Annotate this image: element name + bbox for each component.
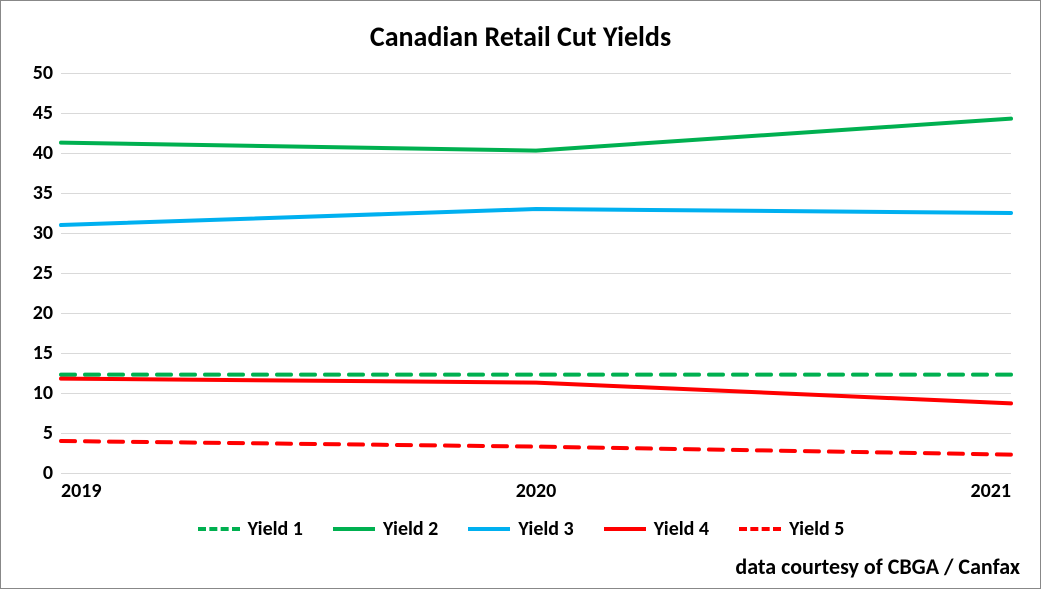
x-tick-label: 2020 bbox=[516, 473, 557, 503]
legend-item: Yield 5 bbox=[739, 517, 844, 541]
y-tick-label: 40 bbox=[33, 141, 61, 165]
legend-swatch bbox=[468, 527, 510, 531]
y-tick-label: 30 bbox=[33, 221, 61, 245]
legend-swatch bbox=[198, 527, 240, 531]
series-line bbox=[61, 441, 1011, 455]
legend-swatch bbox=[333, 527, 375, 531]
y-tick-label: 50 bbox=[33, 61, 61, 85]
legend-label: Yield 4 bbox=[654, 517, 709, 541]
series-line bbox=[61, 379, 1011, 404]
y-tick-label: 5 bbox=[43, 421, 61, 445]
series-line bbox=[61, 119, 1011, 151]
y-tick-label: 0 bbox=[43, 461, 61, 485]
legend-label: Yield 5 bbox=[789, 517, 844, 541]
plot-area: 05101520253035404550201920202021 bbox=[61, 73, 1011, 473]
x-tick-label: 2019 bbox=[61, 473, 102, 503]
chart-container: Canadian Retail Cut Yields 0510152025303… bbox=[0, 0, 1041, 589]
legend-swatch bbox=[739, 527, 781, 531]
y-tick-label: 25 bbox=[33, 261, 61, 285]
y-tick-label: 45 bbox=[33, 101, 61, 125]
legend-item: Yield 4 bbox=[604, 517, 709, 541]
series-svg bbox=[61, 73, 1011, 473]
legend-item: Yield 2 bbox=[333, 517, 438, 541]
credit-text: data courtesy of CBGA / Canfax bbox=[735, 553, 1020, 580]
legend-label: Yield 1 bbox=[248, 517, 303, 541]
legend-label: Yield 3 bbox=[518, 517, 573, 541]
y-tick-label: 20 bbox=[33, 301, 61, 325]
y-tick-label: 10 bbox=[33, 381, 61, 405]
chart-title: Canadian Retail Cut Yields bbox=[1, 19, 1040, 54]
legend-item: Yield 1 bbox=[198, 517, 303, 541]
y-tick-label: 15 bbox=[33, 341, 61, 365]
series-line bbox=[61, 209, 1011, 225]
legend: Yield 1 Yield 2 Yield 3 Yield 4 Yield 5 bbox=[111, 517, 931, 541]
legend-swatch bbox=[604, 527, 646, 531]
y-tick-label: 35 bbox=[33, 181, 61, 205]
legend-label: Yield 2 bbox=[383, 517, 438, 541]
x-tick-label: 2021 bbox=[970, 473, 1011, 503]
legend-item: Yield 3 bbox=[468, 517, 573, 541]
